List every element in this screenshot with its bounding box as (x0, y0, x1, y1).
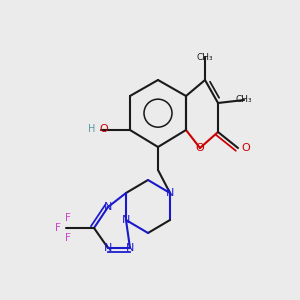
Text: O: O (100, 124, 108, 134)
Text: F: F (55, 223, 61, 233)
Text: N: N (122, 215, 130, 225)
Text: N: N (104, 243, 112, 253)
Text: O: O (196, 143, 204, 153)
Text: F: F (65, 233, 71, 243)
Text: N: N (166, 188, 174, 198)
Text: CH₃: CH₃ (236, 95, 252, 104)
Text: N: N (126, 243, 134, 253)
Text: N: N (104, 202, 112, 212)
Text: O: O (242, 143, 250, 153)
Text: CH₃: CH₃ (197, 52, 213, 62)
Text: F: F (65, 213, 71, 223)
Text: H: H (88, 124, 96, 134)
